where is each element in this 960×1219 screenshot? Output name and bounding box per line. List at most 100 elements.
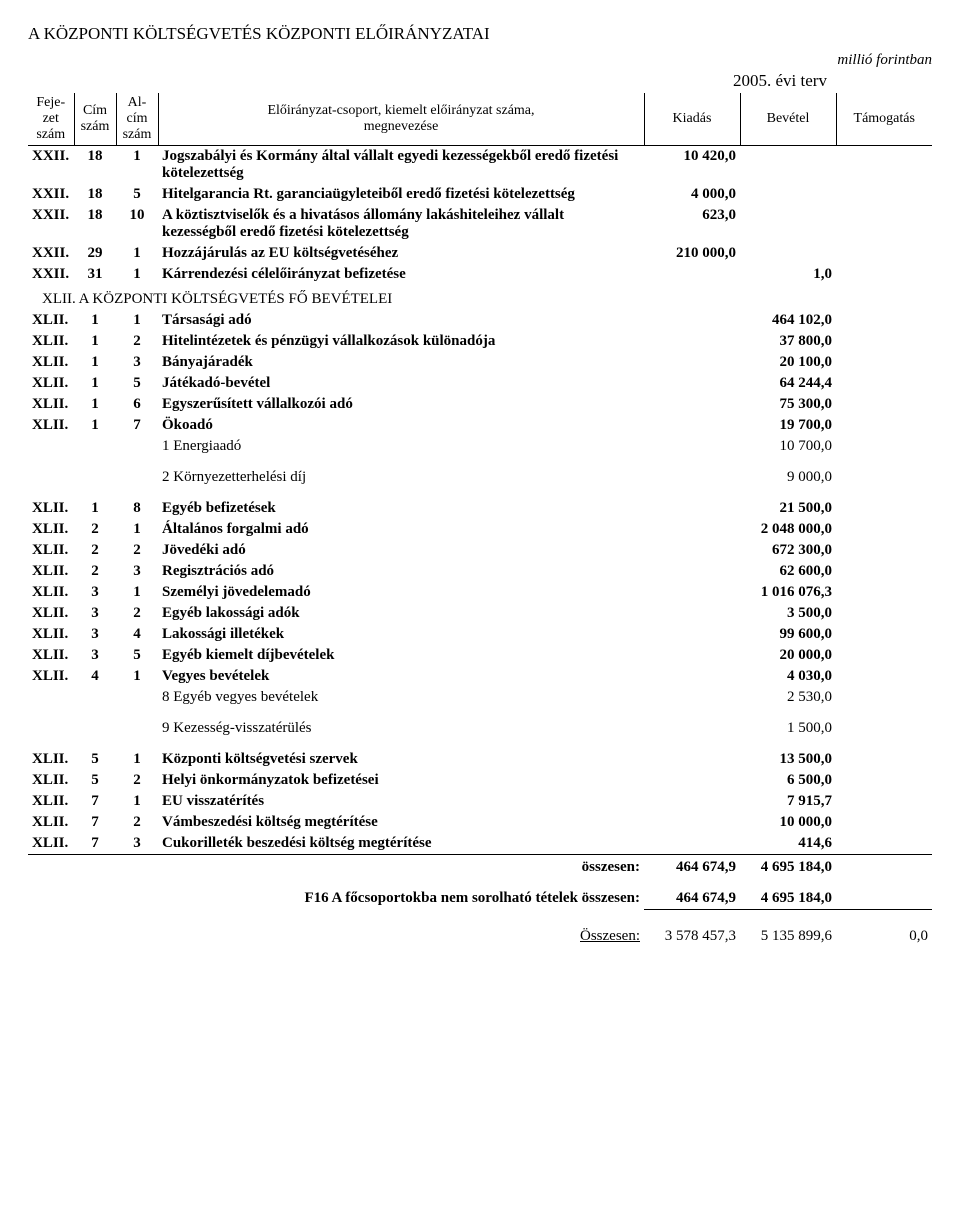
- table-row: XLII.72Vámbeszedési költség megtérítése1…: [28, 812, 932, 833]
- cell-alcim: 2: [116, 770, 158, 791]
- cell-alcim: [116, 467, 158, 488]
- cell-tamogatas: [836, 718, 932, 739]
- grand-total-kiadas: 3 578 457,3: [644, 910, 740, 948]
- cell-alcim: 8: [116, 498, 158, 519]
- cell-kiadas: [644, 582, 740, 603]
- cell-tamogatas: [836, 264, 932, 285]
- plan-year: 2005. évi terv: [628, 71, 932, 91]
- cell-cim: [74, 436, 116, 457]
- cell-alcim: 3: [116, 352, 158, 373]
- unit-label: millió forintban: [28, 52, 932, 69]
- table-row: 1 Energiaadó10 700,0: [28, 436, 932, 457]
- cell-fejezet: XLII.: [28, 770, 74, 791]
- cell-bevetel: 1 016 076,3: [740, 582, 836, 603]
- cell-name: Általános forgalmi adó: [158, 519, 644, 540]
- spacer: [28, 457, 932, 467]
- cell-bevetel: 6 500,0: [740, 770, 836, 791]
- cell-name: 9 Kezesség-visszatérülés: [158, 718, 644, 739]
- cell-bevetel: 20 000,0: [740, 645, 836, 666]
- cell-fejezet: XLII.: [28, 352, 74, 373]
- cell-kiadas: [644, 415, 740, 436]
- cell-kiadas: [644, 561, 740, 582]
- cell-tamogatas: [836, 415, 932, 436]
- spacer: [28, 488, 932, 498]
- subtotal-row: összesen:464 674,94 695 184,0: [28, 855, 932, 879]
- hdr-kiadas: Kiadás: [644, 93, 740, 146]
- cell-bevetel: 1,0: [740, 264, 836, 285]
- group-total-bevetel: 4 695 184,0: [740, 888, 836, 910]
- cell-bevetel: 37 800,0: [740, 331, 836, 352]
- cell-tamogatas: [836, 770, 932, 791]
- cell-cim: 3: [74, 624, 116, 645]
- cell-tamogatas: [836, 645, 932, 666]
- group-total-row: F16 A főcsoportokba nem sorolható tétele…: [28, 888, 932, 910]
- spacer: [28, 878, 932, 888]
- cell-bevetel: 99 600,0: [740, 624, 836, 645]
- cell-alcim: 2: [116, 331, 158, 352]
- cell-kiadas: [644, 540, 740, 561]
- table-row: XLII.32Egyéb lakossági adók3 500,0: [28, 603, 932, 624]
- cell-kiadas: [644, 394, 740, 415]
- cell-alcim: [116, 718, 158, 739]
- table-row: XLII.21Általános forgalmi adó2 048 000,0: [28, 519, 932, 540]
- table-row: 2 Környezetterhelési díj9 000,0: [28, 467, 932, 488]
- cell-bevetel: 4 030,0: [740, 666, 836, 687]
- cell-fejezet: XLII.: [28, 498, 74, 519]
- cell-name: Személyi jövedelemadó: [158, 582, 644, 603]
- cell-kiadas: [644, 373, 740, 394]
- cell-bevetel: 3 500,0: [740, 603, 836, 624]
- cell-cim: 2: [74, 540, 116, 561]
- cell-cim: 3: [74, 645, 116, 666]
- cell-name: Egyéb befizetések: [158, 498, 644, 519]
- cell-kiadas: [644, 310, 740, 331]
- cell-tamogatas: [836, 749, 932, 770]
- table-row: [28, 739, 932, 749]
- cell-alcim: 1: [116, 749, 158, 770]
- cell-cim: 18: [74, 205, 116, 243]
- table-row: XLII.16Egyszerűsített vállalkozói adó75 …: [28, 394, 932, 415]
- cell-bevetel: 7 915,7: [740, 791, 836, 812]
- cell-name: Ökoadó: [158, 415, 644, 436]
- cell-bevetel: 20 100,0: [740, 352, 836, 373]
- hdr-megnevezes: Előirányzat-csoport, kiemelt előirányzat…: [158, 93, 644, 146]
- cell-name: Hitelgarancia Rt. garanciaügyleteiből er…: [158, 184, 644, 205]
- cell-alcim: [116, 687, 158, 708]
- cell-fejezet: XLII.: [28, 666, 74, 687]
- cell-cim: 1: [74, 373, 116, 394]
- cell-bevetel: [740, 205, 836, 243]
- cell-tamogatas: [836, 310, 932, 331]
- cell-alcim: 3: [116, 833, 158, 855]
- table-row: XLII.52Helyi önkormányzatok befizetései6…: [28, 770, 932, 791]
- cell-alcim: 5: [116, 184, 158, 205]
- cell-alcim: 10: [116, 205, 158, 243]
- grand-total-tamogatas: 0,0: [836, 910, 932, 948]
- cell-cim: 18: [74, 184, 116, 205]
- cell-bevetel: 62 600,0: [740, 561, 836, 582]
- cell-fejezet: XLII.: [28, 603, 74, 624]
- cell-bevetel: 464 102,0: [740, 310, 836, 331]
- cell-tamogatas: [836, 624, 932, 645]
- cell-fejezet: XLII.: [28, 373, 74, 394]
- table-header: Feje- zet szám Cím szám Al- cím szám Elő…: [28, 93, 932, 146]
- cell-bevetel: 64 244,4: [740, 373, 836, 394]
- cell-tamogatas: [836, 436, 932, 457]
- cell-alcim: 4: [116, 624, 158, 645]
- table-row: XLII.11Társasági adó464 102,0: [28, 310, 932, 331]
- cell-bevetel: 9 000,0: [740, 467, 836, 488]
- table-row: XXII.291Hozzájárulás az EU költségvetésé…: [28, 243, 932, 264]
- cell-cim: 1: [74, 394, 116, 415]
- cell-name: Regisztrációs adó: [158, 561, 644, 582]
- cell-fejezet: XLII.: [28, 415, 74, 436]
- grand-total-label: Összesen:: [28, 910, 644, 948]
- cell-name: A köztisztviselők és a hivatásos állomán…: [158, 205, 644, 243]
- table-row: XLII.35Egyéb kiemelt díjbevételek20 000,…: [28, 645, 932, 666]
- cell-cim: 3: [74, 582, 116, 603]
- cell-tamogatas: [836, 603, 932, 624]
- cell-kiadas: [644, 498, 740, 519]
- hdr-line2: megnevezése: [364, 119, 439, 134]
- spacer: [28, 708, 932, 718]
- table-row: XLII.15Játékadó-bevétel64 244,4: [28, 373, 932, 394]
- cell-fejezet: XLII.: [28, 791, 74, 812]
- cell-alcim: 1: [116, 582, 158, 603]
- group-total-tamogatas: [836, 888, 932, 910]
